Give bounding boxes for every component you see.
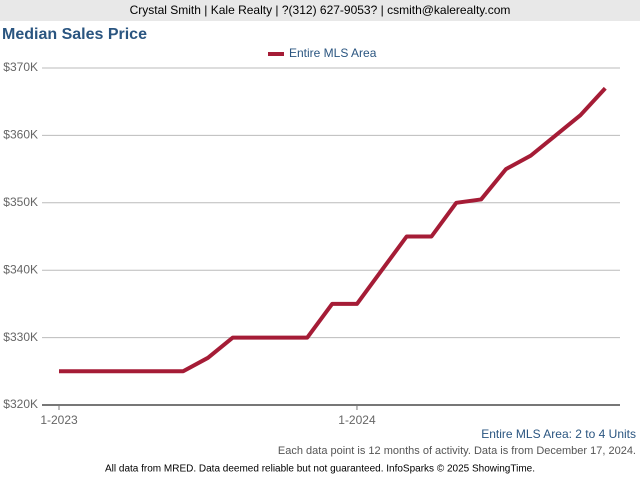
annotation: Each data point is 12 months of activity… [278,445,636,457]
y-tick-label: $360K [3,128,38,142]
y-tick-label: $370K [3,60,38,74]
header-text: Crystal Smith | Kale Realty | ?(312) 627… [130,3,511,17]
data-line [59,86,607,374]
header-bar [0,0,640,21]
y-tick-label: $340K [3,262,38,276]
footer-text: All data from MRED. Data deemed reliable… [105,464,535,475]
x-tick-label: 1-2023 [40,413,78,427]
y-tick-label: $350K [3,195,38,209]
y-tick-label: $320K [3,397,38,411]
y-tick-label: $330K [3,330,38,344]
x-tick-label: 1-2024 [338,413,376,427]
chart-title: Median Sales Price [2,26,147,43]
legend-label: Entire MLS Area [289,46,377,60]
annotation: Entire MLS Area: 2 to 4 Units [481,427,636,441]
